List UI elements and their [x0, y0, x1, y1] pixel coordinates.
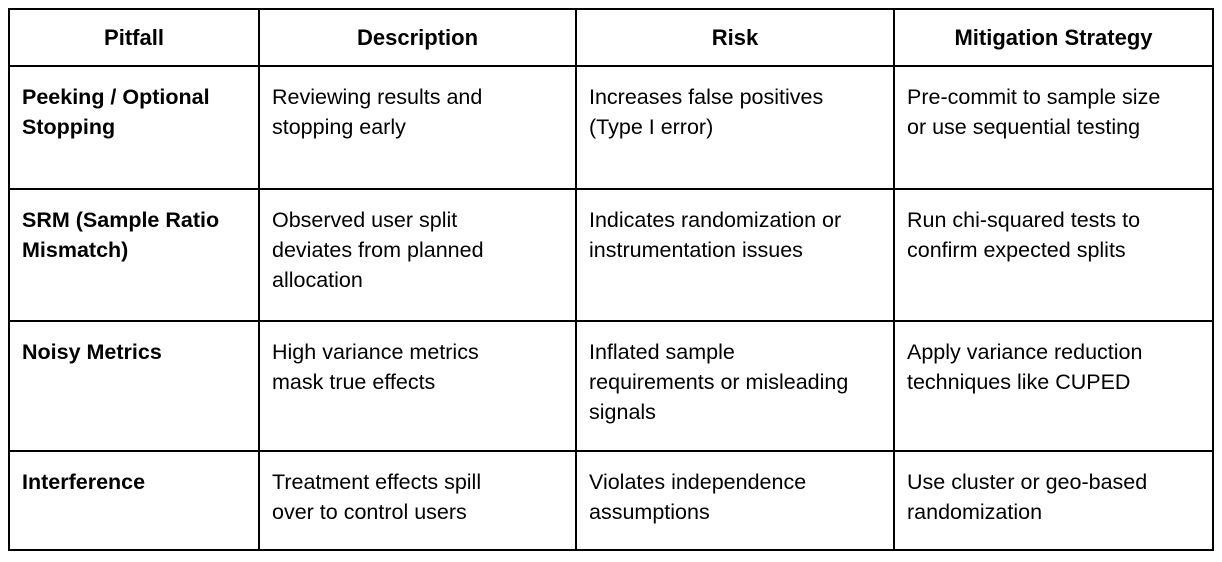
- table-row-srm: SRM (Sample Ratio Mismatch) Observed use…: [8, 188, 1214, 322]
- column-header-mitigation-strategy: Mitigation Strategy: [893, 8, 1214, 67]
- cell-description: Observed user split deviates from planne…: [258, 188, 577, 322]
- column-header-description: Description: [258, 8, 577, 67]
- cell-mitigation: Use cluster or geo-based randomization: [893, 450, 1214, 551]
- cell-pitfall: Peeking / Optional Stopping: [8, 65, 260, 190]
- cell-pitfall: Interference: [8, 450, 260, 551]
- cell-description: Treatment effects spill over to control …: [258, 450, 577, 551]
- table-row-peeking-optional-stopping: Peeking / Optional Stopping Reviewing re…: [8, 65, 1214, 190]
- ab-testing-pitfalls-table: Pitfall Description Risk Mitigation Stra…: [8, 8, 1214, 551]
- table-row-interference: Interference Treatment effects spill ove…: [8, 450, 1214, 551]
- cell-description: Reviewing results and stopping early: [258, 65, 577, 190]
- cell-risk: Indicates randomization or instrumentati…: [575, 188, 895, 322]
- column-header-risk: Risk: [575, 8, 895, 67]
- cell-risk: Violates independence assumptions: [575, 450, 895, 551]
- table-row-noisy-metrics: Noisy Metrics High variance metrics mask…: [8, 320, 1214, 452]
- cell-risk: Increases false positives (Type I error): [575, 65, 895, 190]
- table-header-row: Pitfall Description Risk Mitigation Stra…: [8, 8, 1214, 67]
- cell-description: High variance metrics mask true effects: [258, 320, 577, 452]
- cell-mitigation: Run chi-squared tests to confirm expecte…: [893, 188, 1214, 322]
- cell-mitigation: Pre-commit to sample size or use sequent…: [893, 65, 1214, 190]
- cell-pitfall: SRM (Sample Ratio Mismatch): [8, 188, 260, 322]
- column-header-pitfall: Pitfall: [8, 8, 260, 67]
- cell-risk: Inflated sample requirements or misleadi…: [575, 320, 895, 452]
- cell-mitigation: Apply variance reduction techniques like…: [893, 320, 1214, 452]
- cell-pitfall: Noisy Metrics: [8, 320, 260, 452]
